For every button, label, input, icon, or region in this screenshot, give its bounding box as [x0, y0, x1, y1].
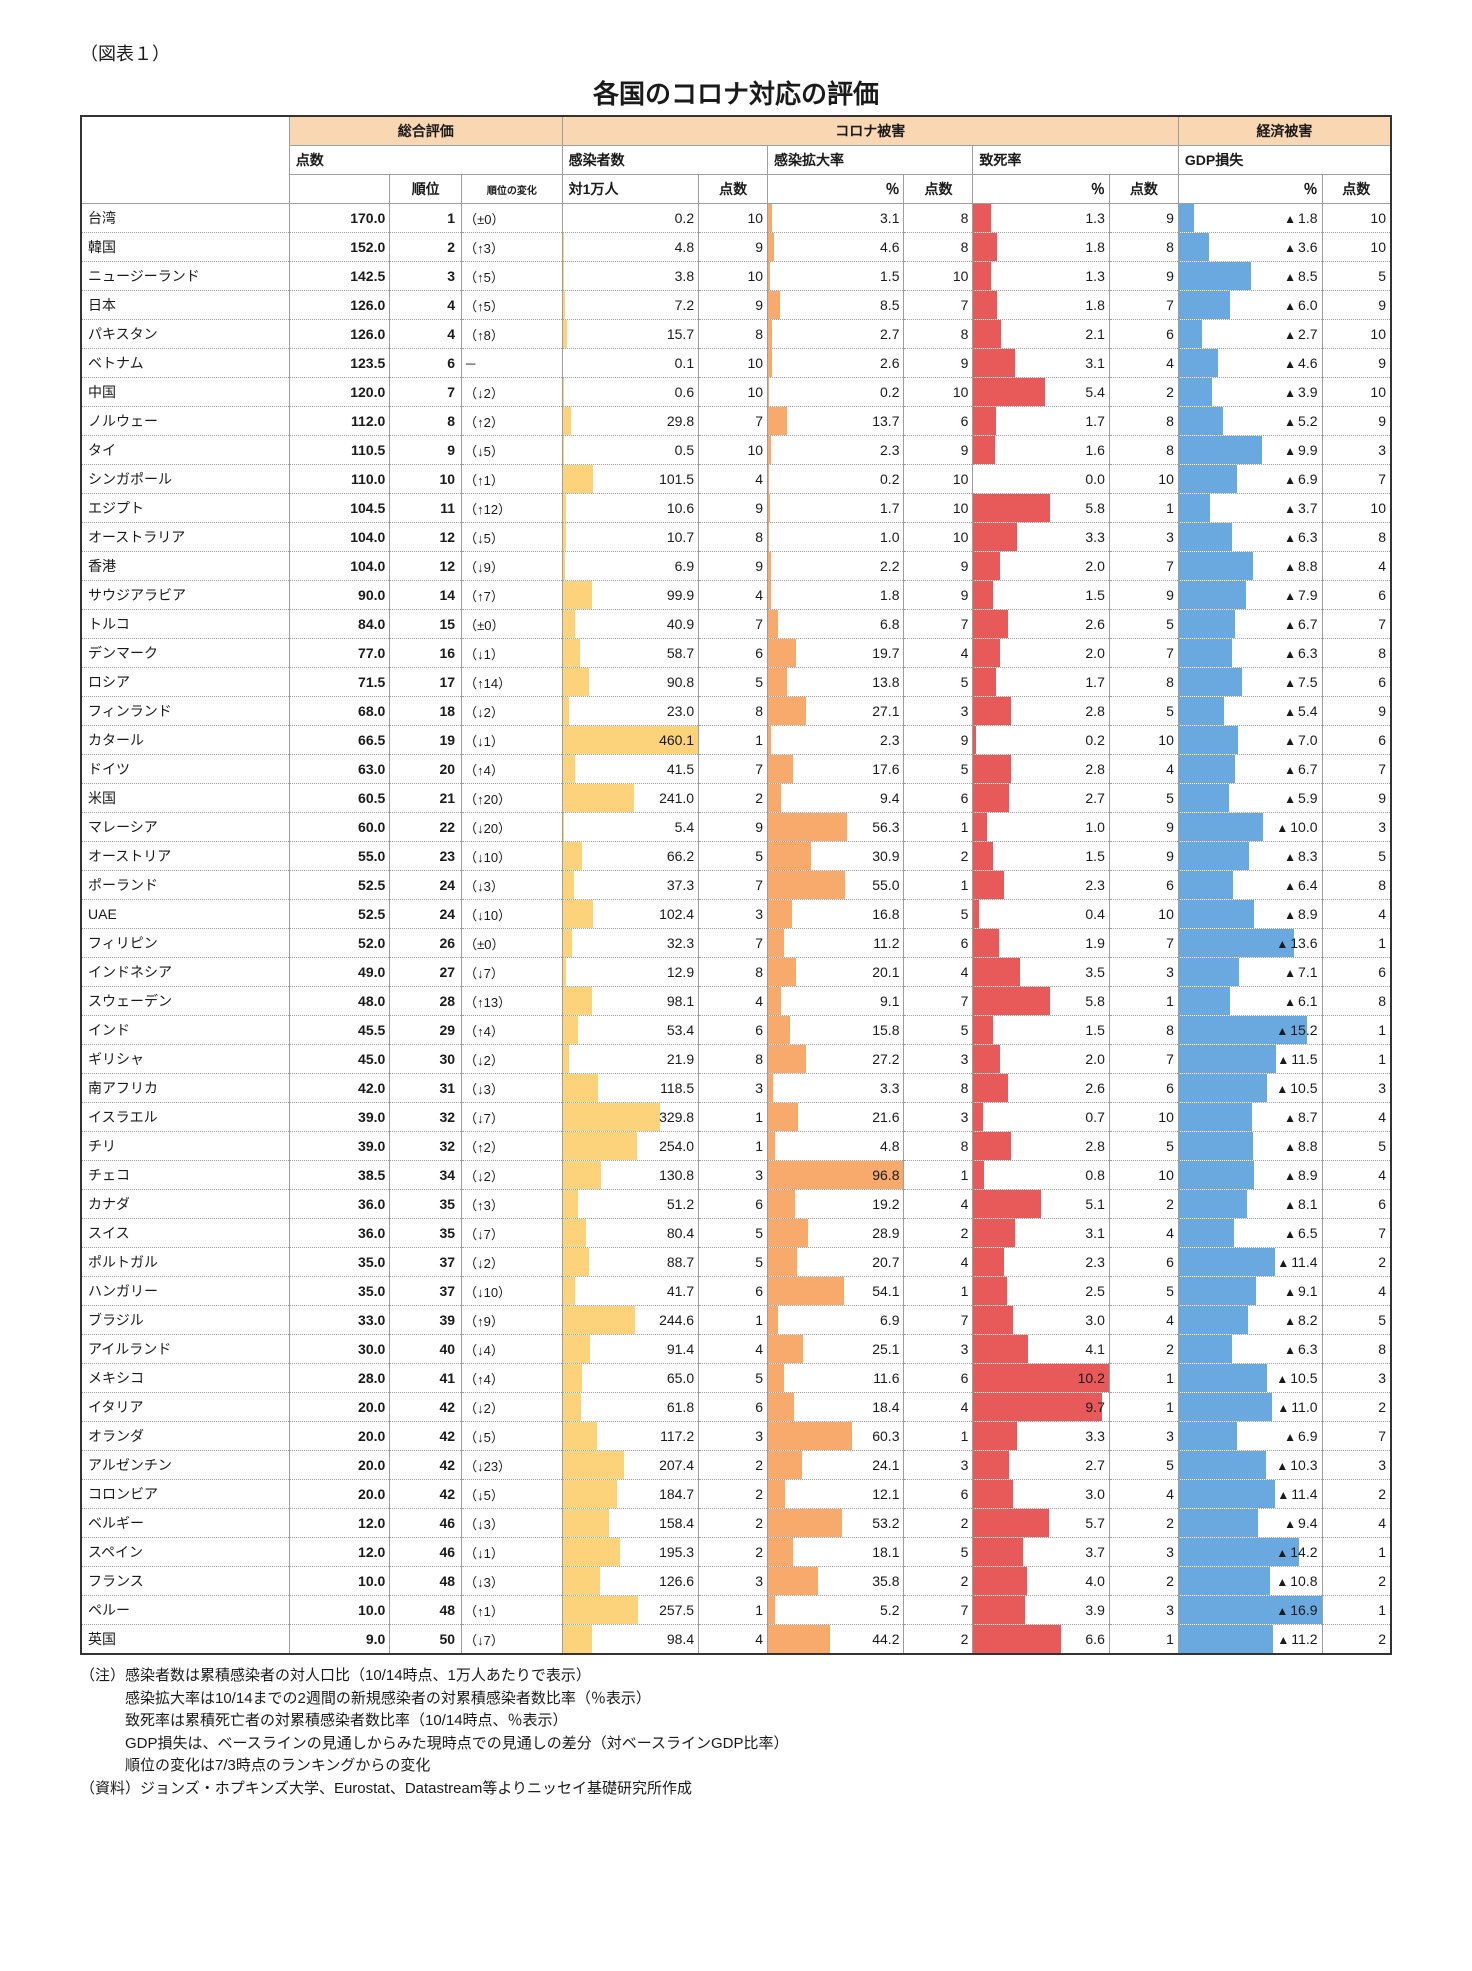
- hdr-gdp-pts: 点数: [1322, 175, 1391, 204]
- hdr-rank: 順位: [390, 175, 462, 204]
- hdr-rankchange: 順位の変化: [462, 175, 563, 204]
- hdr-mort-pts: 点数: [1109, 175, 1178, 204]
- note-line: 感染拡大率は10/14までの2週間の新規感染者の対累積感染者数比率（％表示）: [80, 1688, 1392, 1711]
- hdr-gdp-pct: ％: [1178, 175, 1322, 204]
- hdr-score: 点数: [289, 146, 562, 175]
- table-row: カタール66.519（↓1）460.112.390.210▲7.06: [81, 726, 1391, 755]
- table-row: チリ39.032（↑2）254.014.882.85▲8.85: [81, 1132, 1391, 1161]
- figure-caption: （図表１）: [80, 40, 1392, 66]
- note-line: （資料）ジョンズ・ホプキンズ大学、Eurostat、Datastream等よりニ…: [80, 1778, 1392, 1801]
- hdr-infected-pts: 点数: [699, 175, 768, 204]
- table-row: メキシコ28.041（↑4）65.0511.6610.21▲10.53: [81, 1364, 1391, 1393]
- table-row: カナダ36.035（↑3）51.2619.245.12▲8.16: [81, 1190, 1391, 1219]
- hdr-gdp: GDP損失: [1178, 146, 1391, 175]
- table-row: スイス36.035（↓7）80.4528.923.14▲6.57: [81, 1219, 1391, 1248]
- table-row: フィンランド68.018（↓2）23.0827.132.85▲5.49: [81, 697, 1391, 726]
- note-line: 致死率は累積死亡者の対累積感染者数比率（10/14時点、％表示）: [80, 1710, 1392, 1733]
- table-row: シンガポール110.010（↑1）101.540.2100.010▲6.97: [81, 465, 1391, 494]
- table-row: オーストリア55.023（↓10）66.2530.921.59▲8.35: [81, 842, 1391, 871]
- table-row: ロシア71.517（↑14）90.8513.851.78▲7.56: [81, 668, 1391, 697]
- table-row: アルゼンチン20.042（↓23）207.4224.132.75▲10.33: [81, 1451, 1391, 1480]
- table-header: 総合評価 コロナ被害 経済被害 点数 感染者数 感染拡大率 致死率 GDP損失 …: [81, 116, 1391, 204]
- table-row: イスラエル39.032（↓7）329.8121.630.710▲8.74: [81, 1103, 1391, 1132]
- note-line: 順位の変化は7/3時点のランキングからの変化: [80, 1755, 1392, 1778]
- table-row: ベルギー12.046（↓3）158.4253.225.72▲9.44: [81, 1509, 1391, 1538]
- table-row: サウジアラビア90.014（↑7）99.941.891.59▲7.96: [81, 581, 1391, 610]
- table-row: パキスタン126.04（↑8）15.782.782.16▲2.710: [81, 320, 1391, 349]
- table-row: ノルウェー112.08（↑2）29.8713.761.78▲5.29: [81, 407, 1391, 436]
- table-row: インド45.529（↑4）53.4615.851.58▲15.21: [81, 1016, 1391, 1045]
- table-row: アイルランド30.040（↓4）91.4425.134.12▲6.38: [81, 1335, 1391, 1364]
- table-row: 南アフリカ42.031（↓3）118.533.382.66▲10.53: [81, 1074, 1391, 1103]
- table-row: コロンビア20.042（↓5）184.7212.163.04▲11.42: [81, 1480, 1391, 1509]
- table-row: タイ110.59（↓5）0.5102.391.68▲9.93: [81, 436, 1391, 465]
- table-row: スウェーデン48.028（↑13）98.149.175.81▲6.18: [81, 987, 1391, 1016]
- hdr-infected: 感染者数: [562, 146, 767, 175]
- table-row: 英国9.050（↓7）98.4444.226.61▲11.22: [81, 1625, 1391, 1655]
- hdr-corona: コロナ被害: [562, 116, 1178, 146]
- hdr-spread-pct: ％: [768, 175, 904, 204]
- hdr-spread-pts: 点数: [904, 175, 973, 204]
- hdr-mort-pct: ％: [973, 175, 1109, 204]
- table-row: 香港104.012（↓9）6.992.292.07▲8.84: [81, 552, 1391, 581]
- table-row: 米国60.521（↑20）241.029.462.75▲5.99: [81, 784, 1391, 813]
- table-row: ハンガリー35.037（↓10）41.7654.112.55▲9.14: [81, 1277, 1391, 1306]
- table-row: インドネシア49.027（↓7）12.9820.143.53▲7.16: [81, 958, 1391, 987]
- hdr-infected-sub: 対1万人: [562, 175, 698, 204]
- table-row: チェコ38.534（↓2）130.8396.810.810▲8.94: [81, 1161, 1391, 1190]
- hdr-spread: 感染拡大率: [768, 146, 973, 175]
- table-row: スペイン12.046（↓1）195.3218.153.73▲14.21: [81, 1538, 1391, 1567]
- table-row: 日本126.04（↑5）7.298.571.87▲6.09: [81, 291, 1391, 320]
- table-row: トルコ84.015（±0）40.976.872.65▲6.77: [81, 610, 1391, 639]
- table-row: 中国120.07（↓2）0.6100.2105.42▲3.910: [81, 378, 1391, 407]
- table-body: 台湾170.01（±0）0.2103.181.39▲1.810韓国152.02（…: [81, 204, 1391, 1655]
- hdr-overall: 総合評価: [289, 116, 562, 146]
- note-line: （注）感染者数は累積感染者の対人口比（10/14時点、1万人あたりで表示）: [80, 1665, 1392, 1688]
- table-row: 韓国152.02（↑3）4.894.681.88▲3.610: [81, 233, 1391, 262]
- table-row: ギリシャ45.030（↓2）21.9827.232.07▲11.51: [81, 1045, 1391, 1074]
- table-row: ベトナム123.56 －0.1102.693.14▲4.69: [81, 349, 1391, 378]
- table-row: イタリア20.042（↓2）61.8618.449.71▲11.02: [81, 1393, 1391, 1422]
- hdr-mortality: 致死率: [973, 146, 1178, 175]
- ranking-table: 総合評価 コロナ被害 経済被害 点数 感染者数 感染拡大率 致死率 GDP損失 …: [80, 115, 1392, 1655]
- hdr-econ: 経済被害: [1178, 116, 1391, 146]
- table-row: ポルトガル35.037（↓2）88.7520.742.36▲11.42: [81, 1248, 1391, 1277]
- table-row: ポーランド52.524（↓3）37.3755.012.36▲6.48: [81, 871, 1391, 900]
- table-row: ブラジル33.039（↑9）244.616.973.04▲8.25: [81, 1306, 1391, 1335]
- table-row: オーストラリア104.012（↓5）10.781.0103.33▲6.38: [81, 523, 1391, 552]
- table-row: フィリピン52.026（±0）32.3711.261.97▲13.61: [81, 929, 1391, 958]
- table-row: UAE52.524（↓10）102.4316.850.410▲8.94: [81, 900, 1391, 929]
- table-row: マレーシア60.022（↓20）5.4956.311.09▲10.03: [81, 813, 1391, 842]
- note-line: GDP損失は、ベースラインの見通しからみた現時点での見通しの差分（対ベースライン…: [80, 1733, 1392, 1756]
- table-row: デンマーク77.016（↓1）58.7619.742.07▲6.38: [81, 639, 1391, 668]
- table-row: ペルー10.048（↑1）257.515.273.93▲16.91: [81, 1596, 1391, 1625]
- table-row: ドイツ63.020（↑4）41.5717.652.84▲6.77: [81, 755, 1391, 784]
- table-row: 台湾170.01（±0）0.2103.181.39▲1.810: [81, 204, 1391, 233]
- chart-title: 各国のコロナ対応の評価: [80, 74, 1392, 111]
- table-row: オランダ20.042（↓5）117.2360.313.33▲6.97: [81, 1422, 1391, 1451]
- notes: （注）感染者数は累積感染者の対人口比（10/14時点、1万人あたりで表示） 感染…: [80, 1665, 1392, 1800]
- table-row: エジプト104.511（↑12）10.691.7105.81▲3.710: [81, 494, 1391, 523]
- table-row: ニュージーランド142.53（↑5）3.8101.5101.39▲8.55: [81, 262, 1391, 291]
- table-row: フランス10.048（↓3）126.6335.824.02▲10.82: [81, 1567, 1391, 1596]
